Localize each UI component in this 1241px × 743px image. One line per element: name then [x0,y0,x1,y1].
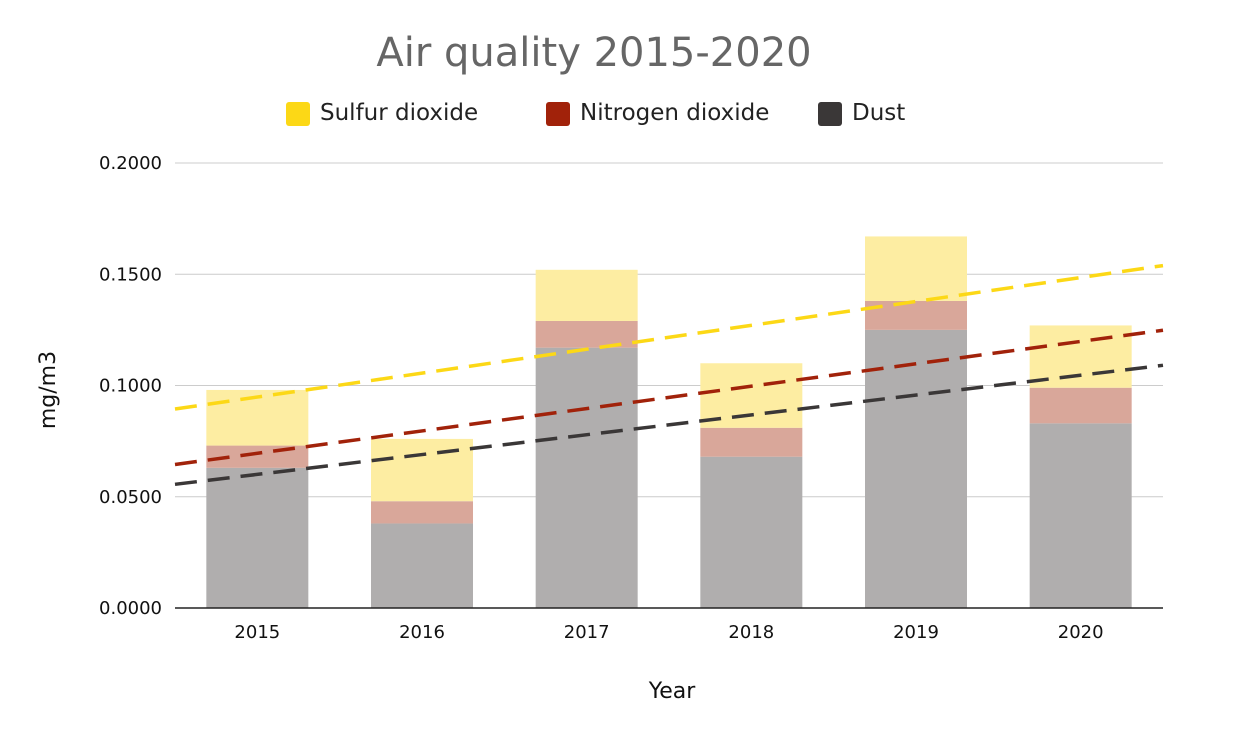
x-tick-label: 2017 [564,622,610,643]
bar-sulfur-dioxide [206,389,309,446]
y-tick-label: 0.1000 [99,376,162,397]
gridlines [175,162,1163,498]
y-axis-label: mg/m3 [36,351,61,429]
bar-sulfur-dioxide [371,438,473,502]
bar-nitrogen-dioxide [535,320,638,348]
bar-sulfur-dioxide [535,269,638,321]
bar-sulfur-dioxide [865,236,967,301]
bars [206,236,1132,608]
bar-nitrogen-dioxide [1029,387,1132,424]
legend-label: Sulfur dioxide [320,100,478,126]
legend-label: Dust [852,100,905,126]
legend-label: Nitrogen dioxide [580,100,769,126]
trendline-dust [174,363,1164,487]
x-tick-label: 2019 [893,622,939,643]
bar-dust [535,347,638,608]
bar-nitrogen-dioxide [371,501,473,524]
x-tick-label: 2016 [399,622,445,643]
y-tick-label: 0.0000 [99,598,162,619]
bar-sulfur-dioxide [1029,325,1132,388]
bar-sulfur-dioxide [700,363,803,428]
bar-dust [1029,423,1132,608]
x-tick-label: 2015 [234,622,280,643]
y-tick-label: 0.1500 [99,264,162,285]
legend-swatch [286,102,310,126]
x-tick-label: 2020 [1058,622,1104,643]
bar-dust [700,456,803,608]
trendline-nitrogen-dioxide [174,328,1164,467]
trendlines [174,263,1164,487]
y-tick-label: 0.2000 [99,153,162,174]
trendline-sulfur-dioxide [174,263,1164,411]
bar-nitrogen-dioxide [700,427,803,457]
y-axis-ticks: 0.0000 0.0500 0.1000 0.1500 0.2000 [99,153,162,619]
bar-dust [371,523,473,608]
chart-title: Air quality 2015-2020 [376,30,811,76]
x-tick-label: 2018 [728,622,774,643]
legend: Sulfur dioxide Nitrogen dioxide Dust [286,100,905,126]
legend-swatch [818,102,842,126]
bar-dust [206,467,309,608]
legend-swatch [546,102,570,126]
bar-dust [865,329,967,608]
x-axis-ticks: 2015 2016 2017 2018 2019 2020 [234,622,1103,643]
x-axis-label: Year [648,679,697,704]
y-tick-label: 0.0500 [99,487,162,508]
